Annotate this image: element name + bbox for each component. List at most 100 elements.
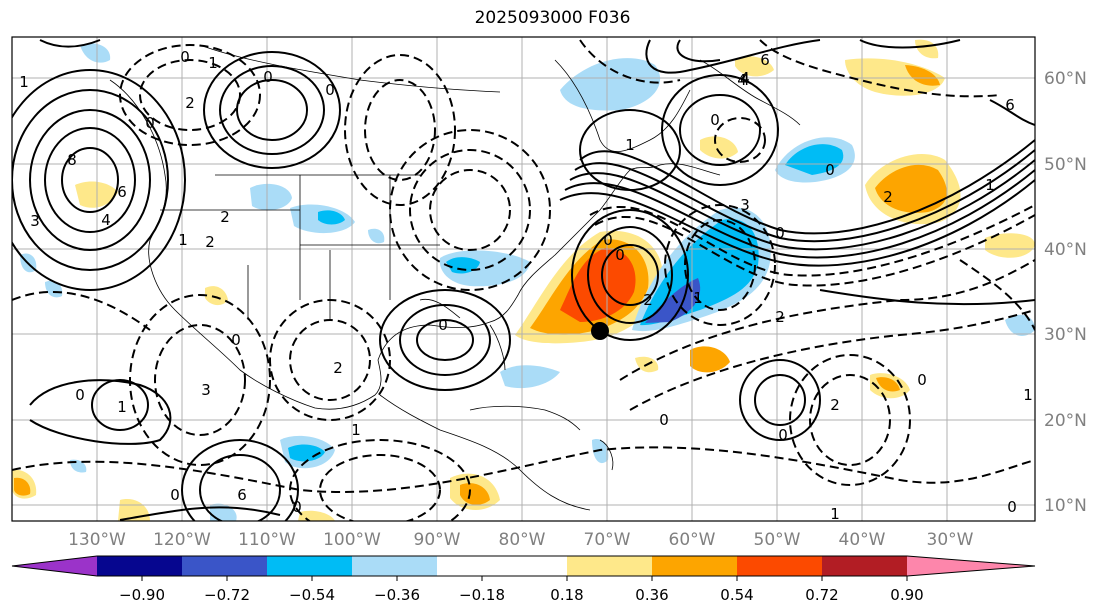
contour-label: 1: [19, 73, 29, 91]
colorbar-segment: [567, 556, 652, 576]
colorbar-tick-label: 0.54: [720, 586, 753, 604]
colorbar-tick-label: −0.54: [289, 586, 335, 604]
colorbar-tick-label: −0.36: [374, 586, 420, 604]
contour-label: 0: [778, 426, 788, 444]
lon-label: 30°W: [927, 530, 974, 550]
solid-contours: [12, 39, 1035, 521]
contour-label: 6: [760, 51, 770, 69]
contour-label: 0: [75, 386, 85, 404]
contour-label: 0: [263, 68, 273, 86]
contour-label: 0: [170, 486, 180, 504]
contour-label: 2: [205, 233, 215, 251]
contour-label: 6: [237, 486, 247, 504]
lat-label: 20°N: [1044, 411, 1087, 431]
colorbar-tick-label: 0.72: [805, 586, 838, 604]
contour-label: 1: [351, 421, 361, 439]
contour-label: 0: [775, 224, 785, 242]
contour-label: 0: [659, 411, 669, 429]
contour-label: 3: [740, 196, 750, 214]
colorbar-segment: [907, 556, 1035, 576]
contour-label: 1: [117, 398, 127, 416]
dashed-contours: [12, 39, 1035, 521]
contour-label: 2: [333, 359, 343, 377]
coastlines: [109, 44, 801, 511]
lat-label: 30°N: [1044, 325, 1087, 345]
contour-label: 4: [740, 71, 750, 89]
contour-label: 6: [1005, 96, 1015, 114]
lon-label: 100°W: [323, 530, 381, 550]
lon-label: 120°W: [153, 530, 211, 550]
colorbar-segment: [822, 556, 907, 576]
lat-label: 60°N: [1044, 69, 1087, 89]
contour-label: 0: [145, 114, 155, 132]
lat-label: 10°N: [1044, 496, 1087, 516]
lon-label: 80°W: [499, 530, 546, 550]
colorbar-tick-label: −0.72: [204, 586, 250, 604]
contour-label: 1: [625, 136, 635, 154]
lon-label: 40°W: [839, 530, 886, 550]
positive-anomaly-red: [560, 248, 636, 322]
contour-label: 0: [603, 231, 613, 249]
contour-label: 8: [67, 151, 77, 169]
colorbar-segment: [437, 556, 567, 576]
contour-label: 2: [220, 208, 230, 226]
colorbar-segment: [352, 556, 437, 576]
contour-label: 0: [231, 331, 241, 349]
contour-label: 0: [615, 246, 625, 264]
colorbar-segment: [267, 556, 352, 576]
longitude-labels: 130°W 120°W 110°W 100°W 90°W 80°W 70°W 6…: [68, 530, 974, 550]
contour-label: 4: [737, 71, 747, 89]
contour-label: 4: [740, 69, 750, 87]
lon-label: 110°W: [238, 530, 296, 550]
latitude-labels: 60°N 50°N 40°N 30°N 20°N 10°N: [1044, 69, 1087, 516]
contour-label: 1: [985, 176, 995, 194]
lat-label: 50°N: [1044, 155, 1087, 175]
contour-label: 0: [917, 371, 927, 389]
lon-label: 130°W: [68, 530, 126, 550]
contour-label: 4: [101, 211, 111, 229]
contour-label: 0: [180, 48, 190, 66]
lon-label: 50°W: [754, 530, 801, 550]
lon-label: 60°W: [669, 530, 716, 550]
colorbar-tick-label: 0.36: [635, 586, 668, 604]
colorbar-tick-label: −0.90: [119, 586, 165, 604]
lon-label: 90°W: [414, 530, 461, 550]
colorbar-segment: [12, 556, 97, 576]
contour-label: 2: [883, 188, 893, 206]
map-border: [11, 36, 1036, 522]
lat-label: 40°N: [1044, 240, 1087, 260]
contour-label: 1: [830, 505, 840, 523]
lon-label: 70°W: [584, 530, 631, 550]
contour-label: 1: [693, 289, 703, 307]
shaded-fields: [12, 39, 1035, 521]
contour-label: 3: [30, 212, 40, 230]
contour-label: 1: [1023, 386, 1033, 404]
contour-label: 2: [830, 396, 840, 414]
colorbar-tick-label: 0.90: [890, 586, 923, 604]
colorbar-segment: [737, 556, 822, 576]
contour-labels: 0 1 2 0 8 6 3 4 0 2 3 4 6 0 2 1 0 1 0 2 …: [19, 48, 1033, 523]
colorbar-tick-label: −0.18: [459, 586, 505, 604]
colorbar-segment: [652, 556, 737, 576]
contour-label: 0: [325, 81, 335, 99]
graticule: [12, 37, 1035, 521]
contour-label: 6: [117, 183, 127, 201]
contour-label: 1: [178, 231, 188, 249]
contour-label: 1: [208, 54, 218, 72]
colorbar-tick-label: 0.18: [550, 586, 583, 604]
colorbar-segment: [97, 556, 182, 576]
contour-label: 2: [185, 94, 195, 112]
contour-label: 0: [710, 111, 720, 129]
contour-label: 0: [438, 316, 448, 334]
contour-label: 2: [643, 291, 653, 309]
colorbar: −0.90 −0.72 −0.54 −0.36 −0.18 0.18 0.36 …: [11, 555, 1036, 604]
contour-label: 2: [775, 308, 785, 326]
contour-label: 0: [292, 498, 302, 516]
storm-center-marker: [591, 322, 609, 340]
map-title: 2025093000 F036: [474, 8, 631, 28]
contour-label: 0: [1007, 498, 1017, 516]
contour-label: 0: [825, 161, 835, 179]
colorbar-segment: [182, 556, 267, 576]
contour-label: 3: [201, 381, 211, 399]
